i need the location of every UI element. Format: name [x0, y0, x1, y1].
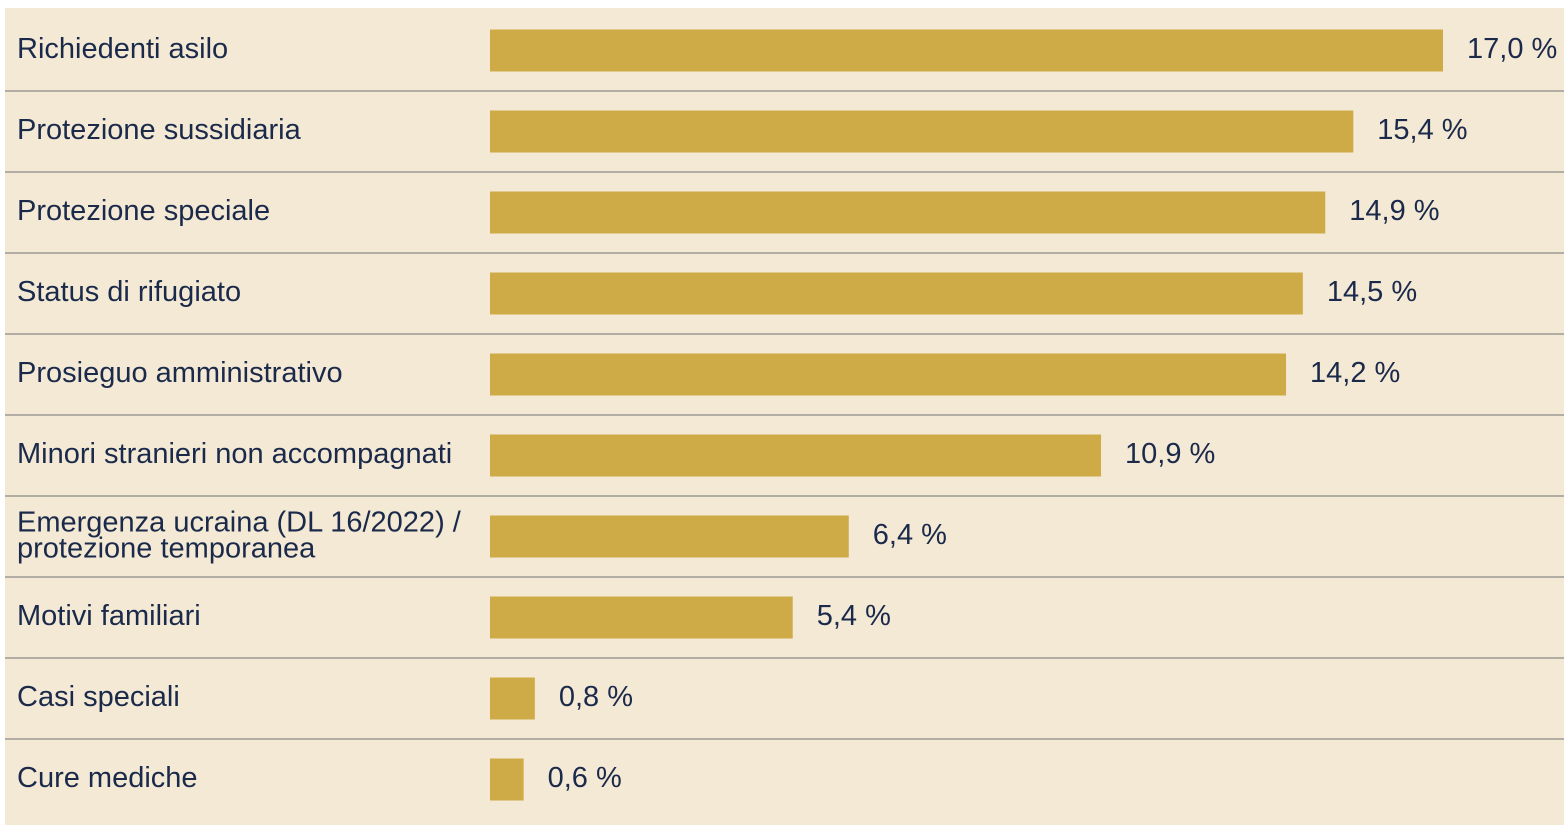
value-label: 10,9 % — [1125, 438, 1215, 470]
bar — [490, 596, 793, 639]
bar — [490, 272, 1303, 315]
bar — [490, 434, 1102, 477]
category-label: Cure mediche — [17, 762, 198, 794]
category-label: Protezione speciale — [17, 195, 270, 227]
bar — [490, 29, 1443, 72]
category-label: Richiedenti asilo — [17, 33, 228, 65]
category-label: Minori stranieri non accompagnati — [17, 438, 452, 470]
bar — [490, 677, 535, 720]
value-label: 5,4 % — [817, 600, 891, 632]
category-label: Motivi familiari — [17, 600, 201, 632]
value-label: 14,9 % — [1349, 195, 1439, 227]
category-label-line: protezione temporanea — [17, 532, 316, 564]
bar — [490, 758, 524, 801]
value-label: 14,5 % — [1327, 276, 1417, 308]
category-label: Prosieguo amministrativo — [17, 357, 343, 389]
value-label: 15,4 % — [1377, 114, 1467, 146]
value-label: 17,0 % — [1467, 33, 1557, 65]
category-label: Emergenza ucraina (DL 16/2022) / protezi… — [17, 506, 469, 564]
value-label: 14,2 % — [1310, 357, 1400, 389]
bar — [490, 353, 1287, 396]
value-label: 6,4 % — [873, 519, 947, 551]
category-label: Status di rifugiato — [17, 276, 241, 308]
category-label: Casi speciali — [17, 681, 180, 713]
bar — [490, 515, 849, 558]
bar — [490, 110, 1354, 153]
category-label: Protezione sussidiaria — [17, 114, 302, 146]
category-label-line: Emergenza ucraina (DL 16/2022) / — [17, 506, 469, 538]
value-label: 0,6 % — [548, 762, 622, 794]
value-label: 0,8 % — [559, 681, 633, 713]
bar — [490, 191, 1326, 234]
